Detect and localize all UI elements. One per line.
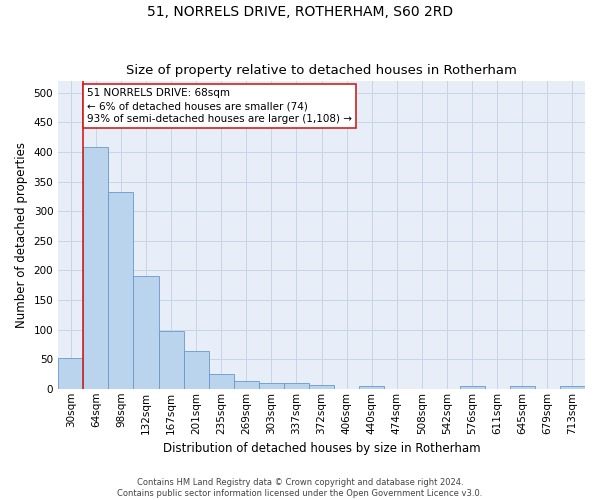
Bar <box>284 383 309 389</box>
Bar <box>58 358 83 389</box>
Bar <box>184 352 209 389</box>
Text: 51 NORRELS DRIVE: 68sqm
← 6% of detached houses are smaller (74)
93% of semi-det: 51 NORRELS DRIVE: 68sqm ← 6% of detached… <box>87 88 352 124</box>
X-axis label: Distribution of detached houses by size in Rotherham: Distribution of detached houses by size … <box>163 442 481 455</box>
Text: Contains HM Land Registry data © Crown copyright and database right 2024.
Contai: Contains HM Land Registry data © Crown c… <box>118 478 482 498</box>
Bar <box>234 381 259 389</box>
Bar <box>359 386 385 389</box>
Bar <box>460 386 485 389</box>
Text: 51, NORRELS DRIVE, ROTHERHAM, S60 2RD: 51, NORRELS DRIVE, ROTHERHAM, S60 2RD <box>147 5 453 19</box>
Bar <box>109 192 133 389</box>
Bar <box>560 386 585 389</box>
Bar <box>158 331 184 389</box>
Bar <box>133 276 158 389</box>
Bar <box>309 385 334 389</box>
Title: Size of property relative to detached houses in Rotherham: Size of property relative to detached ho… <box>126 64 517 77</box>
Y-axis label: Number of detached properties: Number of detached properties <box>15 142 28 328</box>
Bar <box>83 147 109 389</box>
Bar <box>209 374 234 389</box>
Bar <box>259 383 284 389</box>
Bar <box>510 386 535 389</box>
